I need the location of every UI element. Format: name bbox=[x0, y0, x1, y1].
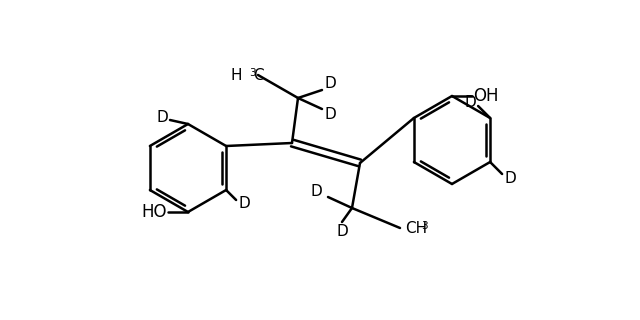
Text: OH: OH bbox=[473, 87, 499, 105]
Text: D: D bbox=[238, 196, 250, 211]
Text: D: D bbox=[310, 183, 322, 198]
Text: H: H bbox=[230, 68, 242, 83]
Text: C: C bbox=[253, 68, 264, 83]
Text: 3: 3 bbox=[421, 221, 428, 231]
Text: D: D bbox=[156, 109, 168, 124]
Text: D: D bbox=[336, 223, 348, 238]
Text: D: D bbox=[324, 107, 336, 122]
Text: 3: 3 bbox=[249, 68, 255, 78]
Text: HO: HO bbox=[141, 203, 167, 221]
Text: CH: CH bbox=[405, 220, 427, 236]
Text: D: D bbox=[324, 76, 336, 91]
Text: D: D bbox=[504, 171, 516, 186]
Text: D: D bbox=[464, 94, 476, 109]
